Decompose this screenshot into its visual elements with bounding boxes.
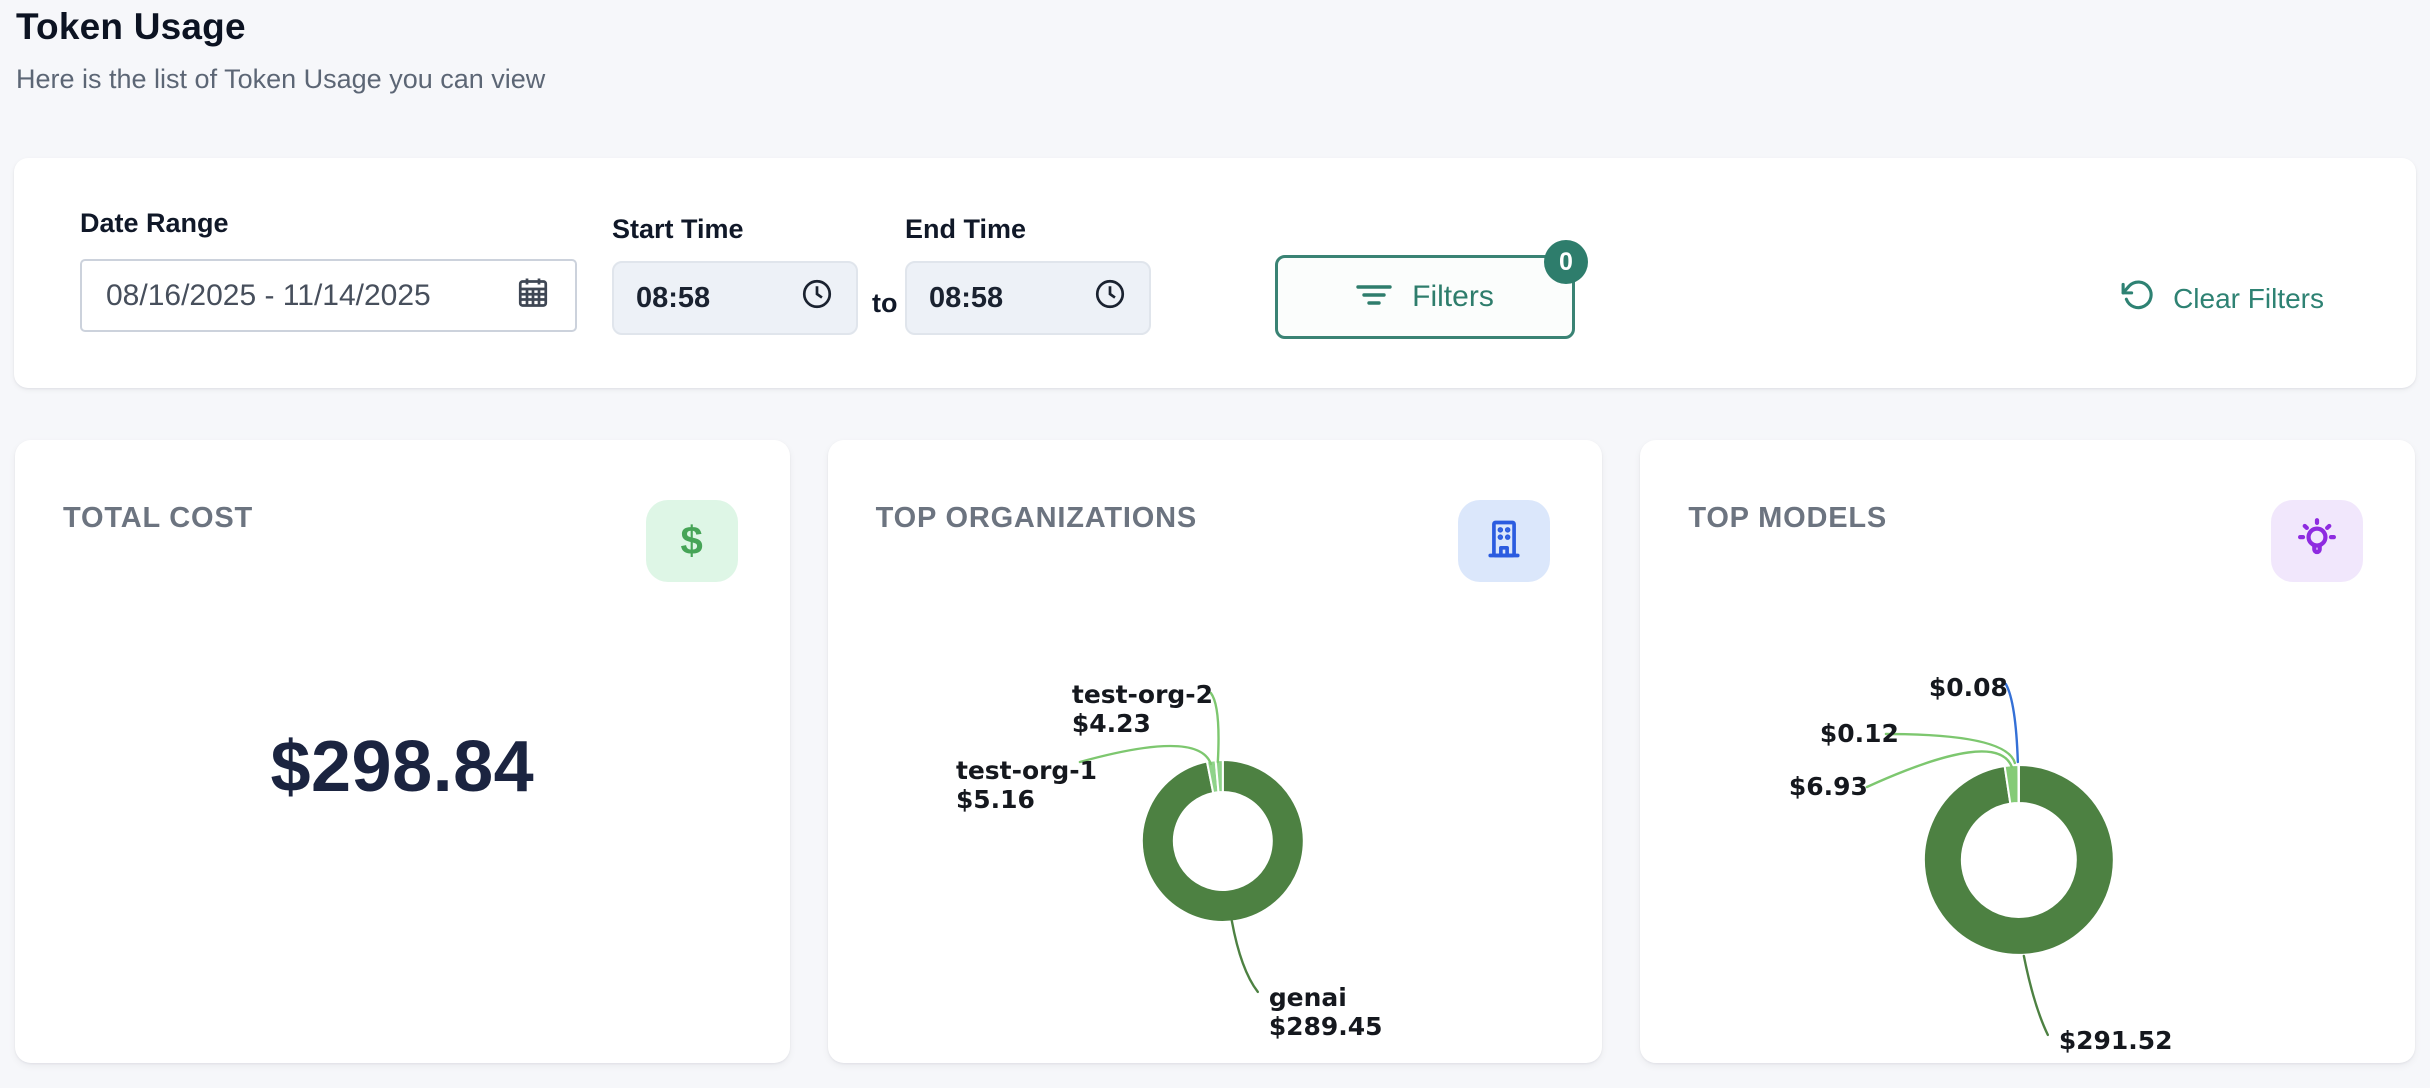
top-organizations-icon-tile	[1458, 500, 1551, 582]
slice-label-model-0.12: $0.12	[1820, 719, 1899, 748]
clock-icon	[800, 277, 834, 319]
to-label: to	[872, 288, 898, 318]
total-cost-value: $298.84	[270, 726, 535, 807]
slice-label-model-291.52: $291.52	[2059, 1026, 2173, 1055]
top-models-title: TOP MODELS	[1688, 502, 1888, 534]
page-title: Token Usage	[16, 6, 246, 47]
date-range-value: 08/16/2025 - 11/14/2025	[106, 278, 431, 312]
top-models-icon-tile	[2271, 500, 2363, 582]
filters-button[interactable]: Filters 0	[1275, 240, 1588, 339]
filter-lines-icon	[1356, 280, 1392, 315]
slice-label-model-0.08: $0.08	[1929, 673, 2008, 702]
top-organizations-donut-chart: genai $289.45 test-org-1 $5.16 test-org-2 $4.…	[956, 680, 1383, 1041]
end-time-value: 08:58	[929, 281, 1004, 314]
date-range-label: Date Range	[80, 208, 229, 238]
clear-filters-label: Clear Filters	[2173, 282, 2324, 314]
total-cost-card: TOTAL COST $ $298.84	[15, 440, 790, 1063]
leader-line-test-org-1	[1078, 744, 1212, 766]
end-time-label: End Time	[905, 214, 1027, 244]
leader-line-test-org-2	[1209, 691, 1220, 764]
filters-button-label: Filters	[1412, 280, 1494, 313]
start-time-field: Start Time 08:58	[612, 214, 858, 335]
page-header: Token Usage Here is the list of Token Us…	[16, 6, 545, 95]
end-time-input[interactable]: 08:58	[905, 261, 1151, 335]
clear-filters-button[interactable]: Clear Filters	[2121, 278, 2324, 319]
clock-icon	[1093, 277, 1127, 319]
page-subtitle: Here is the list of Token Usage you can …	[16, 64, 546, 94]
top-models-donut-chart: $291.52 $6.93 $0.12 $0.08	[1789, 673, 2173, 1055]
filter-bar: Date Range 08/16/2025 - 11/14/2025 Start…	[14, 158, 2416, 388]
date-range-field: Date Range 08/16/2025 - 11/14/2025	[80, 208, 577, 332]
start-time-value: 08:58	[636, 281, 711, 314]
total-cost-title: TOTAL COST	[63, 502, 254, 534]
dollar-icon: $	[680, 518, 703, 563]
summary-cards-row: TOTAL COST $ $298.84 genai $289.45 test-or…	[15, 440, 2415, 1063]
leader-line-model-0.08	[2004, 682, 2020, 764]
pie-slice-model-291.52	[1923, 763, 2116, 956]
slice-label-test-org-2: test-org-2 $4.23	[1072, 680, 1213, 738]
building-icon	[1482, 516, 1526, 567]
leader-line-model-291.52	[2022, 954, 2050, 1037]
end-time-field: End Time 08:58	[905, 214, 1151, 335]
total-cost-icon-tile: $	[645, 500, 738, 582]
calendar-icon	[515, 274, 551, 318]
start-time-input[interactable]: 08:58	[612, 261, 858, 335]
leader-line-model-0.12	[1885, 732, 2017, 765]
lightbulb-icon	[2294, 516, 2340, 567]
filters-badge: 0	[1544, 240, 1588, 284]
leader-line-model-6.93	[1866, 750, 2014, 789]
slice-label-model-6.93: $6.93	[1789, 772, 1868, 801]
slice-label-test-org-1: test-org-1 $5.16	[956, 756, 1097, 814]
top-organizations-card: genai $289.45 test-org-1 $5.16 test-org-2 $4.…	[827, 440, 1603, 1063]
top-models-card: $291.52 $6.93 $0.12 $0.08 TOP MODELS	[1640, 440, 2415, 1063]
top-organizations-title: TOP ORGANIZATIONS	[875, 502, 1197, 534]
leader-line-genai	[1230, 919, 1259, 994]
date-range-input[interactable]: 08/16/2025 - 11/14/2025	[80, 259, 577, 332]
start-time-label: Start Time	[612, 214, 744, 244]
slice-label-genai: genai $289.45	[1268, 983, 1382, 1041]
total-cost-value-wrap: $298.84	[15, 440, 790, 1063]
pie-slice-genai	[1140, 758, 1305, 923]
reset-icon	[2121, 278, 2155, 319]
